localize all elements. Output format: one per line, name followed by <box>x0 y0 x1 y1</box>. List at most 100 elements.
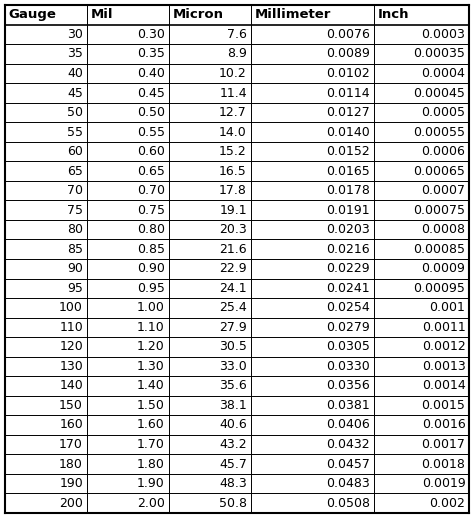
Text: 0.0229: 0.0229 <box>326 262 370 275</box>
Text: 0.0018: 0.0018 <box>421 457 465 470</box>
Text: Micron: Micron <box>173 8 223 21</box>
Text: 0.80: 0.80 <box>137 223 165 236</box>
Text: 40.6: 40.6 <box>219 419 247 431</box>
Text: 0.0305: 0.0305 <box>326 340 370 353</box>
Text: 75: 75 <box>67 204 83 217</box>
Text: 0.0102: 0.0102 <box>326 67 370 80</box>
Text: 0.75: 0.75 <box>137 204 165 217</box>
Text: 17.8: 17.8 <box>219 184 247 197</box>
Text: 150: 150 <box>59 399 83 412</box>
Text: 0.0017: 0.0017 <box>421 438 465 451</box>
Text: 85: 85 <box>67 243 83 256</box>
Text: 0.0009: 0.0009 <box>421 262 465 275</box>
Text: 0.90: 0.90 <box>137 262 165 275</box>
Text: 0.00035: 0.00035 <box>414 48 465 61</box>
Text: 0.002: 0.002 <box>429 497 465 510</box>
Text: 160: 160 <box>59 419 83 431</box>
Text: 0.0279: 0.0279 <box>326 321 370 334</box>
Text: 0.0140: 0.0140 <box>326 125 370 139</box>
Text: 45: 45 <box>67 87 83 99</box>
Text: 0.0014: 0.0014 <box>422 379 465 393</box>
Text: 30: 30 <box>67 28 83 41</box>
Text: 0.65: 0.65 <box>137 165 165 178</box>
Text: 0.0165: 0.0165 <box>326 165 370 178</box>
Text: 90: 90 <box>67 262 83 275</box>
Text: 16.5: 16.5 <box>219 165 247 178</box>
Text: 0.0152: 0.0152 <box>326 145 370 158</box>
Text: 0.0004: 0.0004 <box>421 67 465 80</box>
Text: 80: 80 <box>67 223 83 236</box>
Text: 95: 95 <box>67 282 83 295</box>
Text: 1.80: 1.80 <box>137 457 165 470</box>
Text: 12.7: 12.7 <box>219 106 247 119</box>
Text: 35: 35 <box>67 48 83 61</box>
Text: 50: 50 <box>67 106 83 119</box>
Text: 40: 40 <box>67 67 83 80</box>
Text: 15.2: 15.2 <box>219 145 247 158</box>
Text: 1.20: 1.20 <box>137 340 165 353</box>
Text: 0.0381: 0.0381 <box>326 399 370 412</box>
Text: 0.0432: 0.0432 <box>326 438 370 451</box>
Text: 0.0015: 0.0015 <box>421 399 465 412</box>
Text: 0.0508: 0.0508 <box>326 497 370 510</box>
Text: 0.30: 0.30 <box>137 28 165 41</box>
Text: 130: 130 <box>59 360 83 373</box>
Text: 1.70: 1.70 <box>137 438 165 451</box>
Text: 0.00095: 0.00095 <box>414 282 465 295</box>
Text: Inch: Inch <box>377 8 409 21</box>
Text: 140: 140 <box>59 379 83 393</box>
Text: 43.2: 43.2 <box>219 438 247 451</box>
Text: 180: 180 <box>59 457 83 470</box>
Text: 0.0457: 0.0457 <box>326 457 370 470</box>
Text: 0.00085: 0.00085 <box>413 243 465 256</box>
Text: 0.0019: 0.0019 <box>422 477 465 490</box>
Text: 7.6: 7.6 <box>227 28 247 41</box>
Text: 35.6: 35.6 <box>219 379 247 393</box>
Text: 0.95: 0.95 <box>137 282 165 295</box>
Text: 0.60: 0.60 <box>137 145 165 158</box>
Text: 48.3: 48.3 <box>219 477 247 490</box>
Text: 0.0406: 0.0406 <box>326 419 370 431</box>
Text: 0.0008: 0.0008 <box>421 223 465 236</box>
Text: 190: 190 <box>59 477 83 490</box>
Text: 8.9: 8.9 <box>227 48 247 61</box>
Text: 0.45: 0.45 <box>137 87 165 99</box>
Text: Millimeter: Millimeter <box>255 8 331 21</box>
Text: 1.40: 1.40 <box>137 379 165 393</box>
Text: 0.0003: 0.0003 <box>421 28 465 41</box>
Text: 0.35: 0.35 <box>137 48 165 61</box>
Text: 24.1: 24.1 <box>219 282 247 295</box>
Text: 0.85: 0.85 <box>137 243 165 256</box>
Text: 0.50: 0.50 <box>137 106 165 119</box>
Text: 0.0216: 0.0216 <box>326 243 370 256</box>
Text: 30.5: 30.5 <box>219 340 247 353</box>
Text: 0.0011: 0.0011 <box>422 321 465 334</box>
Text: 0.00055: 0.00055 <box>413 125 465 139</box>
Text: 0.40: 0.40 <box>137 67 165 80</box>
Text: 20.3: 20.3 <box>219 223 247 236</box>
Text: 38.1: 38.1 <box>219 399 247 412</box>
Text: 60: 60 <box>67 145 83 158</box>
Text: 0.0114: 0.0114 <box>326 87 370 99</box>
Text: 0.0254: 0.0254 <box>326 301 370 314</box>
Text: 1.90: 1.90 <box>137 477 165 490</box>
Text: 200: 200 <box>59 497 83 510</box>
Text: 0.00075: 0.00075 <box>413 204 465 217</box>
Text: 0.0178: 0.0178 <box>326 184 370 197</box>
Text: 100: 100 <box>59 301 83 314</box>
Text: 27.9: 27.9 <box>219 321 247 334</box>
Text: 0.0012: 0.0012 <box>422 340 465 353</box>
Text: 11.4: 11.4 <box>219 87 247 99</box>
Text: 1.30: 1.30 <box>137 360 165 373</box>
Text: 0.0076: 0.0076 <box>326 28 370 41</box>
Text: 1.10: 1.10 <box>137 321 165 334</box>
Text: 10.2: 10.2 <box>219 67 247 80</box>
Text: 0.55: 0.55 <box>137 125 165 139</box>
Text: 170: 170 <box>59 438 83 451</box>
Text: 0.001: 0.001 <box>429 301 465 314</box>
Text: 2.00: 2.00 <box>137 497 165 510</box>
Text: 0.0191: 0.0191 <box>326 204 370 217</box>
Text: 21.6: 21.6 <box>219 243 247 256</box>
Text: 55: 55 <box>67 125 83 139</box>
Text: 0.0013: 0.0013 <box>422 360 465 373</box>
